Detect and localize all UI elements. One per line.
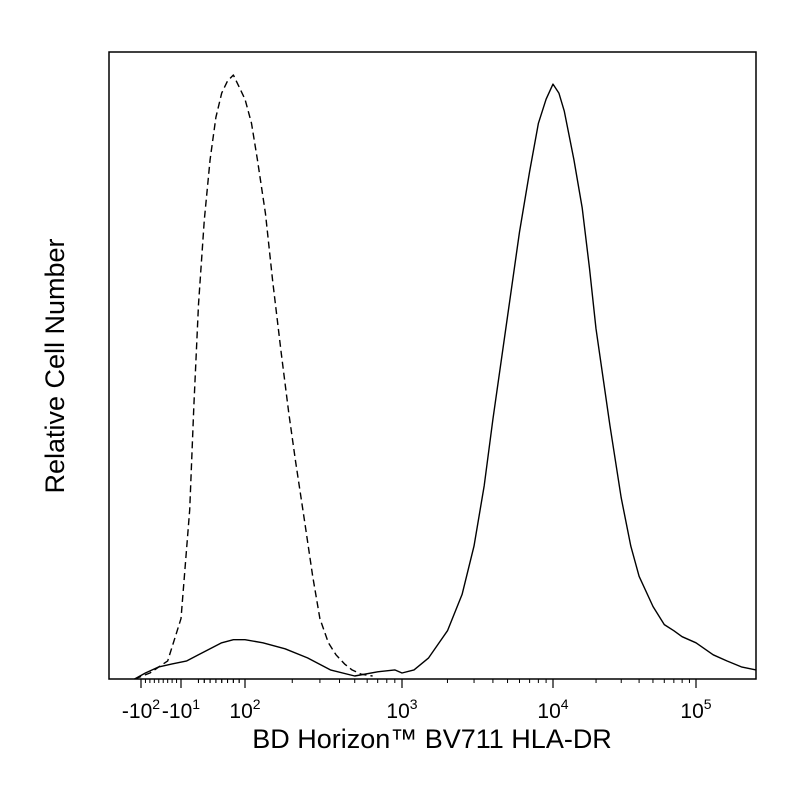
x-tick-label: 102	[229, 696, 260, 723]
x-tick-label: 105	[680, 696, 711, 723]
series-line-solid	[134, 83, 757, 680]
series-line-dashed	[134, 74, 373, 680]
plot-frame	[108, 51, 757, 680]
x-tick-label: -101	[162, 696, 200, 723]
y-axis-title: Relative Cell Number	[40, 238, 70, 493]
x-axis-title: BD Horizon™ BV711 HLA-DR	[252, 724, 612, 754]
x-tick-label: 103	[386, 696, 417, 723]
series-layer	[134, 74, 757, 680]
x-tick-label: -102	[122, 696, 160, 723]
x-axis-ticks: -102 -101 102 103 104 105	[122, 679, 712, 723]
x-tick-label: 104	[537, 696, 568, 723]
